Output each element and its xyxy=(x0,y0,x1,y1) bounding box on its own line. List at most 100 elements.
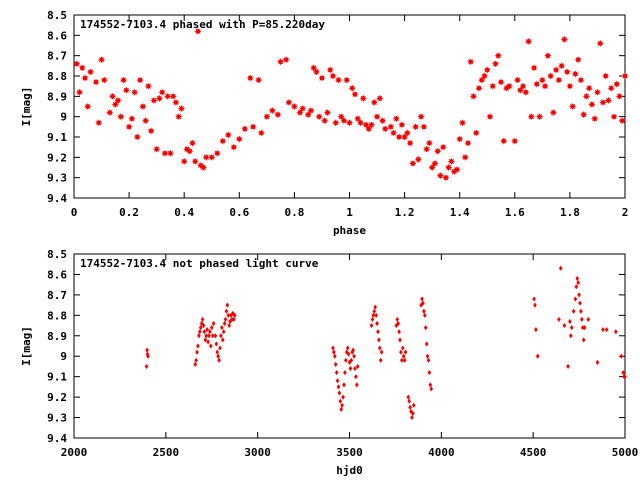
data-point xyxy=(582,92,591,100)
data-point xyxy=(213,149,221,157)
data-point xyxy=(158,88,166,96)
data-point xyxy=(585,84,593,92)
data-point xyxy=(312,68,321,76)
data-point xyxy=(353,365,357,372)
data-point xyxy=(398,337,402,343)
data-point xyxy=(145,347,149,353)
data-point xyxy=(376,94,384,102)
data-point xyxy=(225,302,230,308)
data-point xyxy=(445,163,453,172)
data-point xyxy=(341,394,345,400)
data-point xyxy=(406,139,414,147)
data-point xyxy=(204,333,209,339)
x-tick-label: 1.6 xyxy=(505,206,525,219)
data-point xyxy=(374,312,378,318)
data-point xyxy=(355,382,359,388)
data-point xyxy=(577,76,585,84)
x-tick-label: 1.8 xyxy=(560,206,580,219)
data-point xyxy=(434,147,442,155)
x-tick-label: 2500 xyxy=(153,446,180,459)
data-point xyxy=(343,369,347,376)
data-point xyxy=(310,64,318,72)
data-point xyxy=(536,113,544,121)
data-point xyxy=(119,76,128,84)
data-point xyxy=(558,62,566,70)
data-point xyxy=(618,117,626,125)
data-point xyxy=(254,76,263,84)
x-tick-label: 0 xyxy=(71,206,78,219)
data-point xyxy=(420,123,428,131)
plot-title: 174552-7103.4 phased with P=85.220day xyxy=(80,18,325,31)
data-point xyxy=(86,68,95,76)
data-point xyxy=(372,308,377,314)
x-tick-label: 0.2 xyxy=(119,206,139,219)
y-tick-label: 8.9 xyxy=(47,330,67,343)
data-point xyxy=(371,312,376,318)
data-point xyxy=(423,145,431,153)
data-point xyxy=(563,68,571,76)
data-point xyxy=(367,121,376,129)
y-tick-label: 9.3 xyxy=(47,412,67,425)
data-point xyxy=(334,76,343,84)
data-point xyxy=(202,329,207,335)
y-tick-label: 8.7 xyxy=(47,289,67,302)
data-point xyxy=(97,56,106,64)
data-point xyxy=(399,349,403,355)
data-point xyxy=(588,100,596,109)
data-point xyxy=(604,327,609,333)
data-point xyxy=(75,88,84,96)
data-point xyxy=(519,82,527,90)
data-point xyxy=(208,153,216,161)
data-point xyxy=(337,113,345,121)
data-point xyxy=(194,357,198,363)
data-point xyxy=(142,117,150,125)
data-point xyxy=(516,86,524,94)
data-point xyxy=(216,353,220,359)
data-point xyxy=(114,96,122,104)
y-axis-label: I[mag] xyxy=(20,326,33,366)
data-point xyxy=(125,123,133,131)
data-point xyxy=(369,322,374,329)
data-point xyxy=(552,66,560,74)
data-point xyxy=(527,113,535,121)
data-point xyxy=(136,76,144,84)
plot-frame xyxy=(73,253,626,439)
data-point xyxy=(335,378,340,384)
y-tick-label: 8.8 xyxy=(47,70,67,83)
x-tick-label: 4000 xyxy=(428,446,455,459)
data-point xyxy=(379,349,384,355)
data-point xyxy=(607,84,615,92)
data-point xyxy=(425,139,433,147)
data-point xyxy=(315,113,323,121)
data-point xyxy=(356,119,365,127)
data-point xyxy=(408,404,412,410)
data-point xyxy=(575,275,580,282)
data-point xyxy=(220,337,225,343)
data-point xyxy=(378,117,387,125)
y-axis-label: I[mag] xyxy=(20,87,33,127)
y-tick-label: 9.2 xyxy=(47,151,67,164)
data-point xyxy=(373,304,378,310)
data-point xyxy=(397,329,401,335)
x-tick-label: 0.4 xyxy=(174,206,194,219)
data-point xyxy=(232,312,237,318)
data-point xyxy=(568,333,573,339)
data-point xyxy=(144,363,149,370)
y-tick-label: 9.2 xyxy=(47,391,67,404)
data-point xyxy=(411,410,415,417)
data-point xyxy=(362,121,370,129)
data-point xyxy=(580,316,584,323)
data-point xyxy=(478,76,486,84)
data-point xyxy=(566,82,574,90)
data-point xyxy=(402,357,407,363)
data-point xyxy=(153,145,161,153)
data-point xyxy=(524,37,533,46)
data-point xyxy=(560,35,568,43)
data-point xyxy=(263,113,271,121)
data-point xyxy=(428,382,433,388)
data-point xyxy=(410,414,414,421)
data-point xyxy=(128,115,136,123)
data-point xyxy=(296,109,304,117)
data-point xyxy=(106,109,114,117)
data-point xyxy=(207,333,211,339)
